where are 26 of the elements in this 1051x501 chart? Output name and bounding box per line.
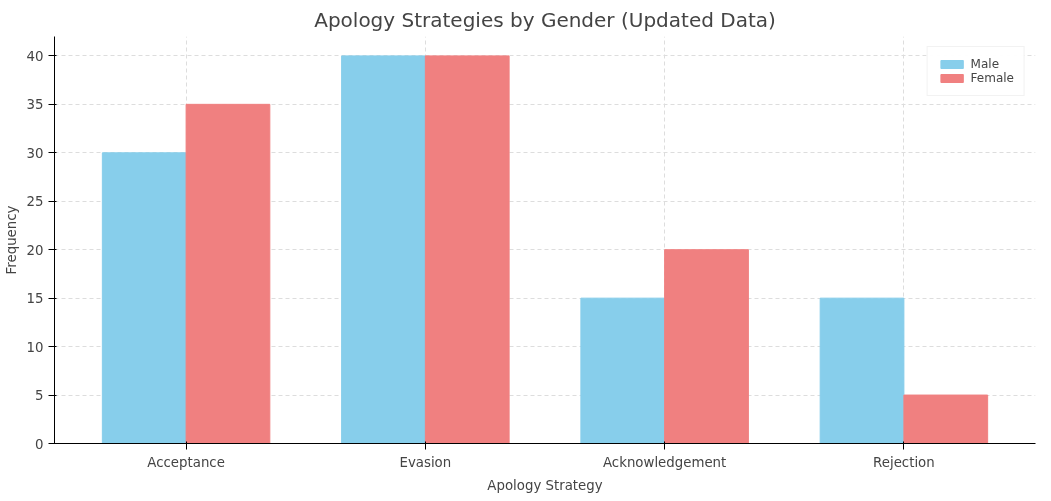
y-tick-label: 40 bbox=[26, 48, 44, 64]
chart-title: Apology Strategies by Gender (Updated Data) bbox=[314, 7, 776, 32]
y-tick-label: 10 bbox=[26, 339, 44, 355]
legend-label: Male bbox=[970, 57, 1000, 71]
legend-label: Female bbox=[970, 71, 1014, 85]
bar bbox=[185, 103, 271, 444]
x-tick-label: Acceptance bbox=[147, 454, 225, 470]
x-tick-label: Rejection bbox=[873, 454, 935, 470]
y-tick-label: 35 bbox=[26, 97, 44, 113]
x-axis-title: Apology Strategy bbox=[487, 477, 603, 493]
y-tick-label: 30 bbox=[26, 145, 44, 161]
bar bbox=[580, 297, 666, 444]
bar bbox=[903, 394, 989, 444]
x-tick-label: Evasion bbox=[399, 454, 452, 470]
bar bbox=[819, 297, 905, 444]
x-tick-label: Acknowledgement bbox=[602, 454, 727, 470]
bar bbox=[341, 55, 426, 444]
y-tick-label: 15 bbox=[26, 291, 44, 307]
y-tick-label: 0 bbox=[35, 436, 44, 452]
y-tick-label: 20 bbox=[26, 242, 44, 258]
y-axis-title: Frequency bbox=[3, 205, 19, 275]
y-tick-label: 25 bbox=[26, 194, 44, 210]
bar bbox=[664, 249, 749, 444]
y-tick-label: 5 bbox=[35, 388, 44, 404]
bar bbox=[424, 55, 510, 444]
bar bbox=[101, 152, 187, 444]
